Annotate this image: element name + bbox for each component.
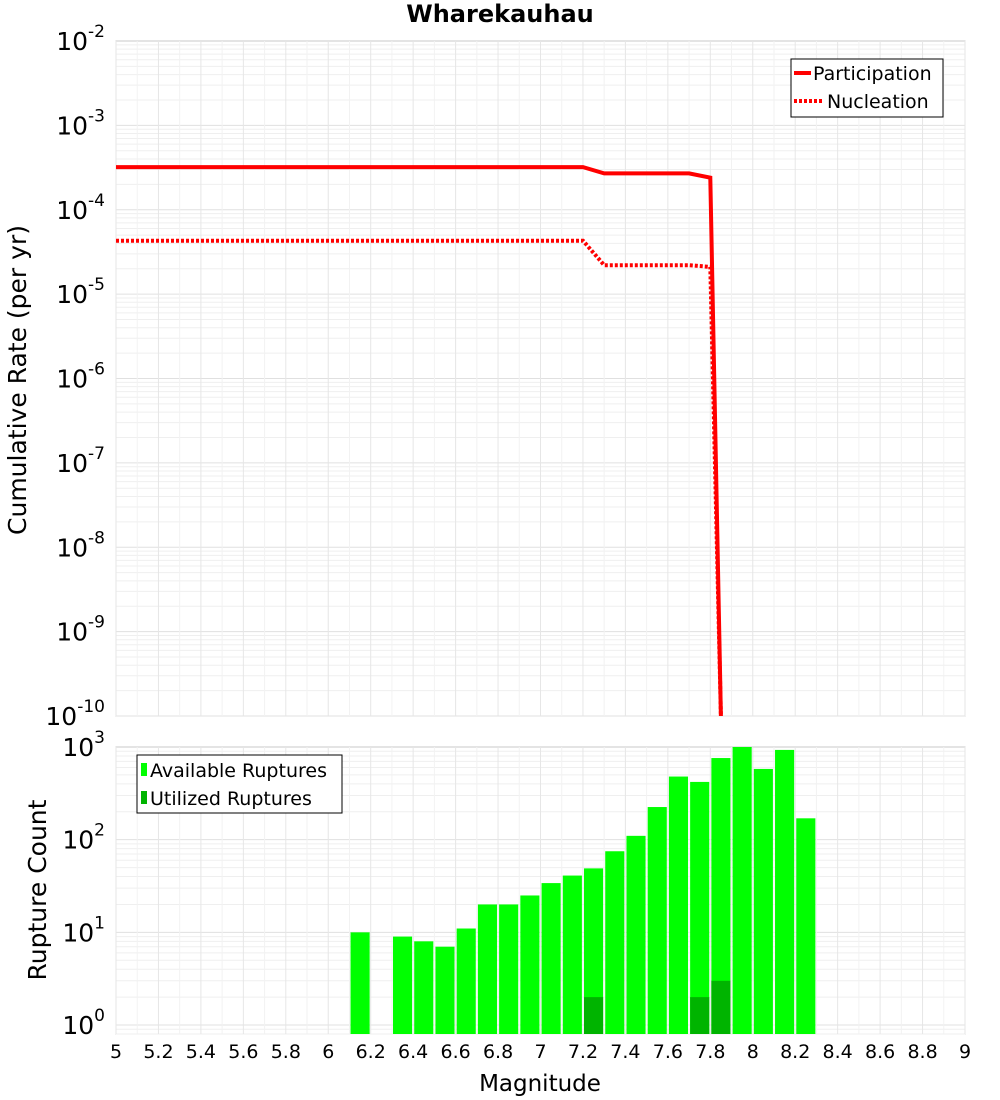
x-axis-ticks: 5 5.2 5.4 5.6 5.8 6 6.2 6.4 6.6 6.8 7 7.2 7.4 7.6 7.8 8… bbox=[110, 1041, 971, 1063]
y-tick-label: 10-7 bbox=[56, 444, 105, 478]
bottom-y-axis-label: Rupture Count bbox=[23, 799, 52, 980]
x-tick-label: 5.4 bbox=[186, 1041, 216, 1063]
x-tick-label: 7.2 bbox=[568, 1041, 598, 1063]
y-tick-label: 103 bbox=[62, 728, 105, 762]
rupture-legend: Available Ruptures Utilized Ruptures bbox=[136, 754, 343, 814]
x-tick-label: 6.6 bbox=[440, 1041, 470, 1063]
x-tick-label: 8.6 bbox=[865, 1041, 895, 1063]
top-y-axis-label: Cumulative Rate (per yr) bbox=[3, 225, 32, 535]
y-tick-label: 10-5 bbox=[56, 275, 105, 309]
x-tick-label: 5.6 bbox=[228, 1041, 258, 1063]
nucleation-line bbox=[116, 238, 723, 717]
rupture-legend-box bbox=[136, 754, 343, 814]
available-rupture-bar bbox=[690, 781, 710, 1034]
available-rupture-bar bbox=[541, 883, 561, 1034]
y-tick-label: 100 bbox=[62, 1006, 105, 1040]
available-rupture-bar bbox=[711, 758, 731, 1034]
x-tick-label: 5.2 bbox=[143, 1041, 173, 1063]
y-tick-label: 10-3 bbox=[56, 106, 105, 140]
x-tick-label: 8 bbox=[747, 1041, 759, 1063]
x-tick-label: 6 bbox=[322, 1041, 334, 1063]
chart-title: Wharekauhau bbox=[406, 0, 593, 28]
y-tick-label: 10-10 bbox=[45, 697, 105, 731]
available-rupture-bar bbox=[647, 807, 667, 1034]
y-tick-label: 10-9 bbox=[56, 613, 105, 647]
rate-plot-y-ticks: 10-10 10-9 10-8 10-7 10-6 10-5 10-4 10-3 10-2 bbox=[45, 22, 105, 731]
rupture-count-bars bbox=[350, 747, 816, 1034]
nucleation-legend-label: Nucleation bbox=[827, 91, 929, 113]
rate-plot-panel: 10-10 10-9 10-8 10-7 10-6 10-5 10-4 10-3 10-2 Pa… bbox=[45, 22, 966, 731]
available-legend-swatch bbox=[141, 763, 147, 776]
available-rupture-bar bbox=[796, 818, 816, 1034]
available-rupture-bar bbox=[477, 904, 497, 1034]
x-tick-label: 7 bbox=[534, 1041, 546, 1063]
utilized-legend-swatch bbox=[141, 791, 147, 804]
available-rupture-bar bbox=[605, 851, 625, 1034]
x-tick-label: 6.8 bbox=[483, 1041, 513, 1063]
available-rupture-bar bbox=[456, 928, 476, 1034]
available-rupture-bar bbox=[732, 747, 752, 1034]
rate-plot-lines bbox=[116, 165, 723, 717]
available-rupture-bar bbox=[626, 835, 646, 1034]
rupture-count-grid bbox=[115, 747, 966, 1035]
x-tick-label: 6.2 bbox=[356, 1041, 386, 1063]
x-tick-label: 8.8 bbox=[907, 1041, 937, 1063]
available-rupture-bar bbox=[392, 936, 413, 1034]
x-tick-label: 5.8 bbox=[271, 1041, 301, 1063]
rate-plot-grid bbox=[115, 41, 966, 717]
x-tick-label: 8.4 bbox=[823, 1041, 853, 1063]
utilized-rupture-bar bbox=[711, 980, 731, 1034]
available-rupture-bar bbox=[520, 895, 540, 1034]
y-tick-label: 10-2 bbox=[56, 22, 105, 56]
utilized-rupture-bar bbox=[690, 997, 710, 1034]
available-rupture-bar bbox=[562, 875, 582, 1034]
x-tick-label: 7.8 bbox=[695, 1041, 725, 1063]
available-rupture-bar bbox=[414, 941, 434, 1034]
x-tick-label: 6.4 bbox=[398, 1041, 428, 1063]
utilized-rupture-bar bbox=[584, 997, 604, 1034]
y-tick-label: 10-6 bbox=[56, 360, 105, 394]
available-rupture-bar bbox=[668, 776, 689, 1034]
available-rupture-bar bbox=[350, 932, 370, 1034]
y-tick-label: 101 bbox=[62, 913, 105, 947]
y-tick-label: 102 bbox=[62, 821, 105, 855]
x-tick-label: 7.6 bbox=[653, 1041, 683, 1063]
rupture-count-panel: 100 101 102 103 5 5.2 5.4 5.6 5.8 6 6.2 6.4 6.6 6.8 7… bbox=[62, 728, 971, 1063]
available-rupture-bar bbox=[584, 868, 604, 1034]
y-tick-label: 10-4 bbox=[56, 191, 105, 225]
utilized-legend-label: Utilized Ruptures bbox=[150, 788, 312, 810]
available-rupture-bar bbox=[775, 749, 795, 1034]
available-rupture-bar bbox=[499, 904, 519, 1034]
rate-legend-box bbox=[790, 58, 944, 118]
available-rupture-bar bbox=[435, 946, 455, 1034]
participation-legend-label: Participation bbox=[813, 63, 932, 85]
rupture-count-y-ticks: 100 101 102 103 bbox=[62, 728, 105, 1040]
x-axis-label: Magnitude bbox=[479, 1071, 601, 1097]
rate-legend: Participation Nucleation bbox=[790, 58, 944, 118]
x-tick-label: 9 bbox=[959, 1041, 971, 1063]
available-legend-label: Available Ruptures bbox=[150, 760, 327, 782]
y-tick-label: 10-8 bbox=[56, 528, 105, 562]
x-tick-label: 5 bbox=[110, 1041, 122, 1063]
available-rupture-bar bbox=[753, 768, 773, 1034]
x-tick-label: 7.4 bbox=[610, 1041, 640, 1063]
x-tick-label: 8.2 bbox=[780, 1041, 810, 1063]
